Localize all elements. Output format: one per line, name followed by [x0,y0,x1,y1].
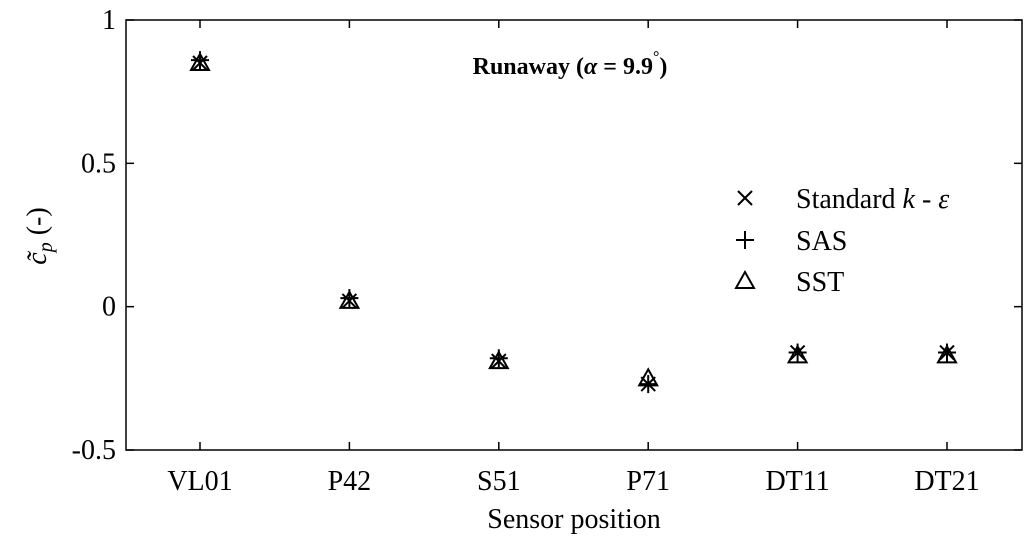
x-tick-label: DT11 [765,466,829,497]
legend-label-sas: SAS [796,226,847,257]
data-point-triangle [936,344,958,364]
legend-label-sst: SST [796,267,844,298]
data-marks [189,51,958,394]
x-axis-title: Sensor position [487,504,660,535]
y-axis-title-unit: (-) [22,207,53,242]
x-tick-label: DT21 [914,466,979,497]
plot-area [125,19,1023,451]
annotation-degree: ° [653,49,659,66]
y-tick-label: 1 [102,5,116,36]
y-axis-title: c̃p (-) [22,207,57,264]
data-point-triangle [338,289,361,309]
y-axis: -0.5 0 0.5 1 [72,5,1022,466]
legend-marker-standard-k-epsilon [737,190,753,206]
data-point-triangle [189,51,211,71]
annotation-prefix: Runaway ( [473,54,584,80]
x-tick-label: S51 [477,466,521,497]
data-point-plus [639,375,658,394]
chart-annotation: Runaway (α = 9.9°) [473,49,668,80]
x-axis: VL01 P42 S51 P71 DT11 DT21 [167,20,980,497]
x-tick-label: P42 [328,466,372,497]
annotation-symbol: α [584,54,598,80]
legend-marker-sst [734,269,756,289]
data-point-triangle [637,367,659,387]
x-tick-label: P71 [626,466,670,497]
legend-marker-sas [736,231,754,249]
y-axis-title-sub: p [35,242,57,254]
y-tick-label: 0.5 [81,148,116,179]
y-tick-label: 0 [102,292,116,323]
x-tick-label: VL01 [167,466,232,497]
legend-label-standard-k-epsilon: Standard k - ε [796,184,949,215]
data-point-triangle [786,344,809,364]
y-tick-label: -0.5 [72,435,116,466]
y-axis-title-base: c̃ [22,250,53,265]
annotation-eq: = 9.9 [597,54,653,80]
annotation-suffix: ) [659,54,667,80]
data-point-triangle [488,350,510,370]
legend: Standard k - ε SAS SST [734,184,949,298]
